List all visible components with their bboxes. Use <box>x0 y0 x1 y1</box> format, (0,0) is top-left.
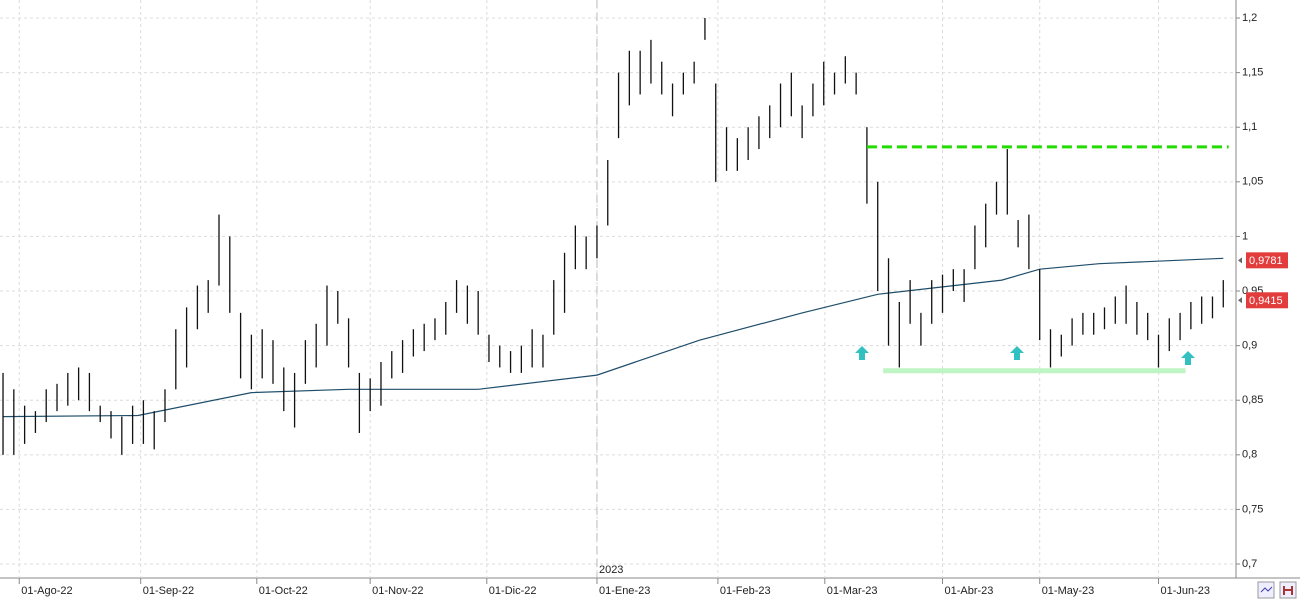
x-tick-label: 01-Ene-23 <box>599 585 650 597</box>
y-tick-label: 0,85 <box>1242 394 1263 406</box>
x-tick-label: 01-Ago-22 <box>21 585 72 597</box>
icon <box>1283 586 1293 595</box>
y-tick-label: 1,15 <box>1242 67 1263 79</box>
x-tick-label: 01-Sep-22 <box>143 585 194 597</box>
y-tick-label: 1 <box>1242 230 1248 242</box>
price-pointer <box>1238 257 1242 264</box>
y-tick-label: 0,75 <box>1242 503 1263 515</box>
price-tag <box>1246 292 1288 309</box>
up-arrow <box>1010 346 1024 360</box>
price-tag-label: 0,9415 <box>1249 295 1283 307</box>
price-pointer <box>1238 297 1242 304</box>
x-tick-label: 01-Nov-22 <box>372 585 423 597</box>
toolbar[interactable] <box>1257 581 1297 599</box>
x-tick-label: 01-Oct-22 <box>259 585 308 597</box>
x-tick-label: 01-Dic-22 <box>489 585 537 597</box>
x-tick-label: 01-Feb-23 <box>720 585 771 597</box>
price-tag-label: 0,9781 <box>1249 255 1283 267</box>
price-tag <box>1246 252 1288 269</box>
x-tick-label: 01-May-23 <box>1042 585 1095 597</box>
up-arrow <box>855 346 869 360</box>
icon <box>1260 586 1273 593</box>
arrows <box>855 346 1195 365</box>
y-tick-label: 0,8 <box>1242 449 1257 461</box>
zoom-button[interactable] <box>1257 581 1275 599</box>
x-tick-label: 01-Abr-23 <box>945 585 994 597</box>
year-label: 2023 <box>599 564 623 576</box>
x-tick-label: 01-Jun-23 <box>1160 585 1210 597</box>
y-tick-label: 1,1 <box>1242 121 1257 133</box>
up-arrow <box>1181 351 1195 365</box>
y-tick-label: 0,9 <box>1242 340 1257 352</box>
x-tick-label: 01-Mar-23 <box>827 585 878 597</box>
y-tick-label: 0,7 <box>1242 558 1257 570</box>
y-tick-label: 1,2 <box>1242 12 1257 24</box>
y-tick-label: 1,05 <box>1242 176 1263 188</box>
